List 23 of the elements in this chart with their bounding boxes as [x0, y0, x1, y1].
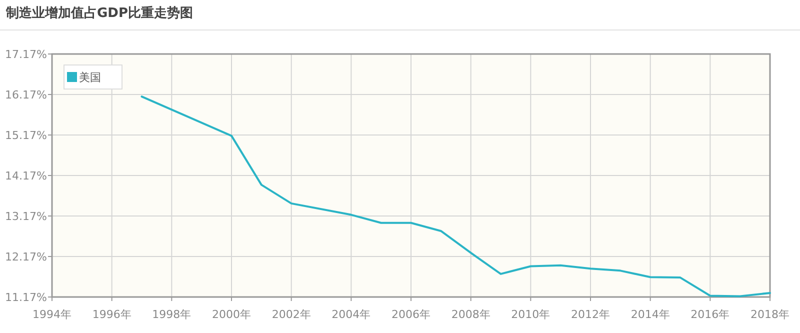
- y-tick-label: 15.17%: [5, 129, 47, 142]
- x-tick-label: 2006年: [392, 308, 430, 321]
- x-tick-label: 2012年: [571, 308, 610, 321]
- x-tick-label: 2000年: [212, 308, 251, 321]
- x-tick-label: 2010年: [511, 308, 550, 321]
- x-tick-label: 2016年: [690, 308, 730, 321]
- y-tick-label: 12.17%: [5, 250, 47, 264]
- legend: 美国: [64, 64, 122, 90]
- x-tick-label: 1994年: [32, 308, 72, 321]
- y-tick-label: 16.17%: [5, 88, 47, 102]
- y-tick-label: 14.17%: [5, 170, 47, 182]
- chart-title: 制造业增加值占GDP比重走势图: [5, 5, 193, 21]
- x-tick-label: 1996年: [92, 308, 132, 321]
- x-tick-label: 2004年: [332, 308, 371, 321]
- x-tick-label: 1998年: [152, 308, 192, 321]
- x-tick-label: 2014年: [630, 308, 670, 321]
- x-tick-label: 2002年: [272, 308, 311, 321]
- y-tick-label: 11.17%: [5, 291, 47, 304]
- x-tick-label: 2018年: [750, 308, 790, 321]
- legend-label: 美国: [79, 71, 101, 84]
- y-tick-label: 13.17%: [5, 210, 47, 223]
- y-tick-label: 17.17%: [5, 48, 47, 61]
- x-tick-label: 2008年: [451, 308, 490, 321]
